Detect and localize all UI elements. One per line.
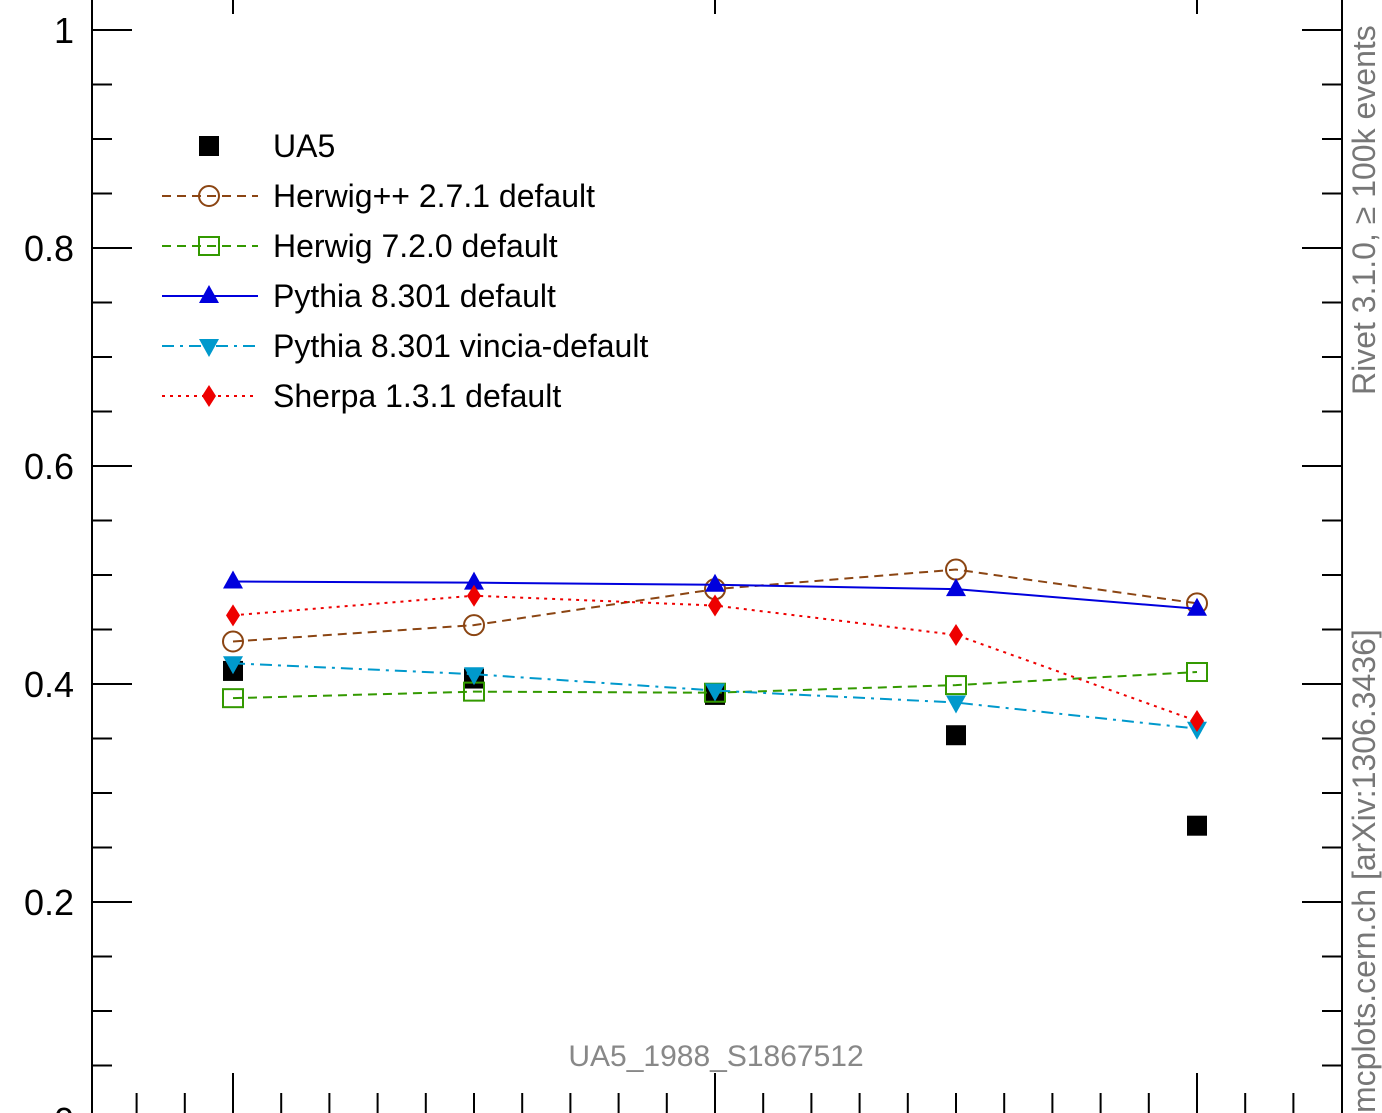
data-point — [464, 571, 484, 590]
data-point — [1187, 815, 1207, 836]
data-point — [1187, 597, 1207, 616]
data-point — [946, 725, 966, 746]
legend-label: Pythia 8.301 default — [273, 278, 556, 314]
y-tick-label: 0.2 — [24, 882, 74, 923]
legend-marker — [199, 339, 219, 357]
data-point — [705, 573, 725, 592]
y-tick-label: 0.4 — [24, 664, 74, 705]
data-point — [222, 630, 244, 653]
series-5 — [226, 584, 1204, 733]
series-layer — [222, 558, 1208, 836]
data-point — [945, 675, 967, 696]
data-point — [463, 614, 485, 637]
series-4 — [223, 656, 1207, 740]
y-tick-labels: 1 0.8 0.6 0.4 0.2 0 — [24, 10, 74, 1113]
legend-marker — [199, 136, 219, 156]
legend-marker — [199, 285, 219, 303]
data-point — [946, 695, 966, 714]
data-point — [1190, 710, 1204, 733]
legend-label: Sherpa 1.3.1 default — [273, 378, 561, 414]
legend-marker — [198, 236, 220, 256]
legend: UA5 Herwig++ 2.7.1 default Herwig 7.2.0 de… — [162, 128, 648, 414]
data-point — [708, 594, 722, 617]
legend-label: Herwig 7.2.0 default — [273, 228, 558, 264]
y-tick-label: 0 — [54, 1100, 74, 1113]
axis-ticks — [92, 0, 1342, 1113]
series-3 — [223, 570, 1207, 616]
y-tick-label: 1 — [54, 10, 74, 51]
data-point — [222, 688, 244, 709]
data-point — [223, 656, 243, 675]
side-label-rivet: Rivet 3.1.0, ≥ 100k events — [1346, 25, 1382, 395]
data-point — [949, 623, 963, 646]
data-point — [946, 578, 966, 597]
y-tick-label: 0.8 — [24, 228, 74, 269]
data-point — [1186, 662, 1208, 683]
plot-frame — [91, 0, 1343, 1113]
watermark-label: UA5_1988_S1867512 — [568, 1040, 863, 1073]
legend-marker — [198, 185, 220, 207]
legend-marker — [202, 385, 216, 407]
legend-label: Pythia 8.301 vincia-default — [273, 328, 648, 364]
legend-label: UA5 — [273, 128, 335, 164]
legend-label: Herwig++ 2.7.1 default — [273, 178, 595, 214]
side-label-mcplots: mcplots.cern.ch [arXiv:1306.3436] — [1346, 629, 1382, 1113]
data-point — [705, 683, 725, 702]
data-point — [223, 570, 243, 589]
data-point — [226, 604, 240, 627]
data-point — [467, 584, 481, 607]
y-tick-label: 0.6 — [24, 446, 74, 487]
data-point — [464, 667, 484, 686]
